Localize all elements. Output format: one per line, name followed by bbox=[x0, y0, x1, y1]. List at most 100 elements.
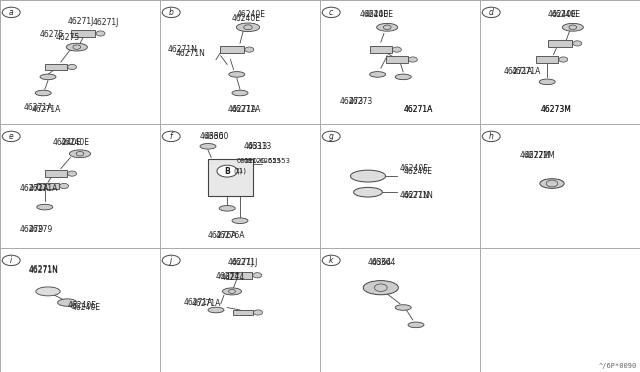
Text: 46271J: 46271J bbox=[227, 259, 253, 267]
Text: 46273M: 46273M bbox=[541, 105, 572, 113]
Ellipse shape bbox=[396, 74, 412, 80]
Text: 46240E: 46240E bbox=[67, 301, 96, 310]
Ellipse shape bbox=[540, 179, 564, 188]
Ellipse shape bbox=[396, 305, 412, 310]
Text: 08120-62553: 08120-62553 bbox=[237, 158, 282, 164]
Text: c: c bbox=[329, 8, 333, 17]
Bar bbox=[208, 159, 253, 196]
Text: 46272M: 46272M bbox=[525, 151, 556, 160]
Text: 46275: 46275 bbox=[56, 33, 80, 42]
Text: k: k bbox=[329, 256, 333, 265]
Text: 46360: 46360 bbox=[200, 132, 225, 141]
Circle shape bbox=[253, 310, 262, 315]
Ellipse shape bbox=[563, 23, 583, 31]
Text: 46271A: 46271A bbox=[19, 184, 49, 193]
Text: 46271A: 46271A bbox=[403, 105, 433, 113]
Text: 08120-62553: 08120-62553 bbox=[243, 158, 290, 164]
Ellipse shape bbox=[408, 322, 424, 328]
Circle shape bbox=[96, 31, 105, 36]
Text: 46271A: 46271A bbox=[504, 67, 533, 76]
Text: 46364: 46364 bbox=[368, 259, 392, 267]
Text: 46271N: 46271N bbox=[29, 266, 59, 275]
Text: e: e bbox=[9, 132, 13, 141]
Text: 46276A: 46276A bbox=[208, 231, 237, 240]
Bar bbox=[45, 170, 67, 177]
Text: 46271N: 46271N bbox=[403, 192, 433, 201]
Text: 46271A: 46271A bbox=[184, 298, 213, 307]
Text: 46271A: 46271A bbox=[192, 299, 221, 308]
Text: a: a bbox=[9, 8, 13, 17]
Text: i: i bbox=[10, 256, 12, 265]
Text: 46240E: 46240E bbox=[365, 10, 394, 19]
Text: f: f bbox=[170, 132, 173, 141]
Ellipse shape bbox=[69, 150, 91, 158]
Ellipse shape bbox=[370, 72, 385, 77]
Text: 46273: 46273 bbox=[339, 97, 364, 106]
Text: 46279: 46279 bbox=[29, 225, 53, 234]
Text: 46240E: 46240E bbox=[400, 164, 429, 173]
Bar bbox=[386, 56, 408, 63]
Text: 46240E: 46240E bbox=[72, 303, 101, 312]
Circle shape bbox=[573, 41, 582, 46]
Circle shape bbox=[559, 57, 568, 62]
Text: 46313: 46313 bbox=[243, 142, 268, 151]
Ellipse shape bbox=[354, 187, 383, 197]
Bar bbox=[37, 183, 59, 189]
Ellipse shape bbox=[200, 144, 216, 149]
Text: 46240E: 46240E bbox=[237, 10, 266, 19]
Ellipse shape bbox=[40, 74, 56, 80]
Text: 46271A: 46271A bbox=[403, 105, 433, 113]
Text: 46240E: 46240E bbox=[232, 14, 261, 23]
Circle shape bbox=[217, 165, 237, 177]
Text: 46271J: 46271J bbox=[93, 18, 119, 27]
Text: 46279: 46279 bbox=[19, 225, 44, 234]
Text: g: g bbox=[329, 132, 333, 141]
Text: 46273M: 46273M bbox=[541, 105, 572, 113]
Ellipse shape bbox=[232, 218, 248, 224]
Text: 46273: 46273 bbox=[349, 97, 373, 106]
Text: 46271J: 46271J bbox=[67, 17, 93, 26]
Text: 46240E: 46240E bbox=[53, 138, 82, 147]
Ellipse shape bbox=[540, 79, 556, 85]
Text: 46271A: 46271A bbox=[227, 105, 257, 113]
Text: 46240E: 46240E bbox=[360, 10, 389, 19]
Text: 46240E: 46240E bbox=[547, 10, 576, 19]
Ellipse shape bbox=[36, 287, 60, 296]
Circle shape bbox=[408, 57, 417, 62]
Ellipse shape bbox=[223, 288, 241, 295]
Text: d: d bbox=[489, 8, 493, 17]
Bar bbox=[548, 40, 572, 47]
Text: 46313: 46313 bbox=[248, 142, 272, 151]
Text: 46272M: 46272M bbox=[520, 151, 551, 160]
Text: 46274: 46274 bbox=[216, 272, 240, 281]
Circle shape bbox=[253, 273, 262, 278]
Ellipse shape bbox=[236, 23, 260, 32]
Text: 46271A: 46271A bbox=[512, 67, 541, 76]
Text: 46271A: 46271A bbox=[32, 105, 61, 113]
Text: 46360: 46360 bbox=[205, 132, 229, 141]
Text: h: h bbox=[489, 132, 493, 141]
Ellipse shape bbox=[58, 299, 77, 306]
Ellipse shape bbox=[37, 204, 53, 210]
Bar bbox=[234, 310, 253, 315]
Ellipse shape bbox=[351, 170, 385, 182]
Text: 46271J: 46271J bbox=[232, 259, 259, 267]
Text: 46271N: 46271N bbox=[400, 192, 430, 201]
Bar bbox=[536, 56, 558, 63]
Text: (1): (1) bbox=[237, 168, 247, 174]
Text: 46271A: 46271A bbox=[29, 184, 58, 193]
Text: 46274: 46274 bbox=[221, 273, 245, 282]
Ellipse shape bbox=[219, 206, 236, 211]
Ellipse shape bbox=[35, 90, 51, 96]
Circle shape bbox=[68, 171, 77, 176]
Bar bbox=[71, 30, 95, 37]
Text: B: B bbox=[225, 167, 230, 176]
Circle shape bbox=[68, 64, 77, 70]
Bar bbox=[228, 272, 252, 279]
Bar bbox=[45, 64, 67, 70]
Bar bbox=[220, 46, 244, 53]
Ellipse shape bbox=[232, 90, 248, 96]
Circle shape bbox=[392, 47, 401, 52]
Text: 46240E: 46240E bbox=[403, 167, 432, 176]
Text: (1): (1) bbox=[234, 168, 243, 174]
